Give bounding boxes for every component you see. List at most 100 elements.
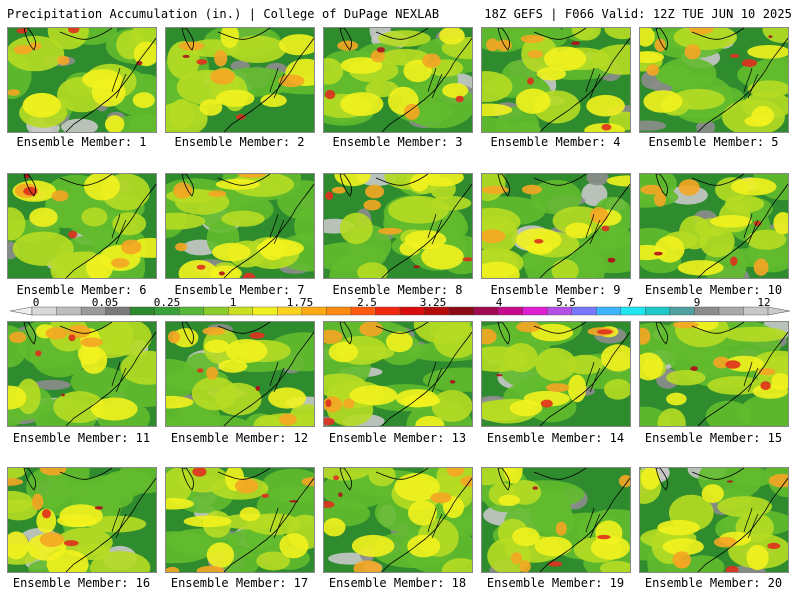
colorbar-tick-label: 0 xyxy=(32,296,40,309)
ensemble-map-17 xyxy=(165,467,315,573)
precip-field xyxy=(8,174,156,278)
colorbar-tick-label: 12 xyxy=(757,296,771,309)
precip-field xyxy=(482,322,630,426)
valid-time: 18Z GEFS | F066 Valid: 12Z TUE JUN 10 20… xyxy=(484,7,792,21)
great-lakes-outline xyxy=(655,28,745,51)
member-label: Ensemble Member: 7 xyxy=(174,283,305,297)
precip-field xyxy=(482,28,630,132)
great-lakes-outline xyxy=(23,468,113,491)
great-lakes-outline xyxy=(23,174,113,197)
member-label: Ensemble Member: 12 xyxy=(170,431,309,445)
member-label: Ensemble Member: 18 xyxy=(328,576,467,590)
member-label: Ensemble Member: 5 xyxy=(648,135,779,149)
chesapeake-bay-outline xyxy=(585,507,601,539)
coastline xyxy=(697,331,788,426)
colorbar-right-arrow xyxy=(767,306,791,316)
ensemble-map-18 xyxy=(323,467,473,573)
ensemble-map-13 xyxy=(323,321,473,427)
great-lakes-outline xyxy=(339,174,429,197)
chesapeake-bay-outline xyxy=(269,67,285,99)
member-label: Ensemble Member: 6 xyxy=(16,283,147,297)
member-label: Ensemble Member: 3 xyxy=(332,135,463,149)
ensemble-map-1 xyxy=(7,27,157,133)
colorbar-left-arrow xyxy=(9,306,33,316)
member-label: Ensemble Member: 14 xyxy=(486,431,625,445)
ensemble-map-15 xyxy=(639,321,789,427)
colorbar-swatch xyxy=(252,306,278,316)
great-lakes-outline xyxy=(339,322,429,345)
chesapeake-bay-outline xyxy=(111,67,127,99)
coastline xyxy=(223,183,314,278)
ensemble-map-7 xyxy=(165,173,315,279)
chesapeake-bay-outline xyxy=(585,213,601,245)
colorbar-swatch xyxy=(203,306,229,316)
member-label: Ensemble Member: 11 xyxy=(12,431,151,445)
great-lakes-outline xyxy=(181,174,271,197)
coastline xyxy=(697,183,788,278)
coastline xyxy=(381,331,472,426)
colorbar-tick-label: 1.75 xyxy=(286,296,314,309)
colorbar-tick-label: 0.25 xyxy=(153,296,181,309)
coastline xyxy=(697,477,788,572)
great-lakes-outline xyxy=(655,468,745,491)
great-lakes-outline xyxy=(181,468,271,491)
member-label: Ensemble Member: 10 xyxy=(644,283,783,297)
precip-field xyxy=(324,174,472,278)
ensemble-map-3 xyxy=(323,27,473,133)
colorbar-swatch xyxy=(448,306,475,316)
colorbar-tick-label: 7 xyxy=(626,296,634,309)
ensemble-map-2 xyxy=(165,27,315,133)
coastline xyxy=(539,331,630,426)
ensemble-map-11 xyxy=(7,321,157,427)
colorbar-swatch xyxy=(178,306,205,316)
chesapeake-bay-outline xyxy=(585,67,601,99)
colorbar-swatch xyxy=(326,306,352,316)
chesapeake-bay-outline xyxy=(427,507,443,539)
ensemble-map-6 xyxy=(7,173,157,279)
ensemble-map-14 xyxy=(481,321,631,427)
ensemble-map-9 xyxy=(481,173,631,279)
ensemble-map-20 xyxy=(639,467,789,573)
member-label: Ensemble Member: 20 xyxy=(644,576,783,590)
precip-field xyxy=(640,468,788,572)
member-label: Ensemble Member: 16 xyxy=(12,576,151,590)
precip-field xyxy=(8,468,156,572)
colorbar-swatch xyxy=(56,306,82,316)
coastline xyxy=(539,183,630,278)
precip-field xyxy=(324,322,472,426)
chesapeake-bay-outline xyxy=(743,507,759,539)
ensemble-map-16 xyxy=(7,467,157,573)
precip-field xyxy=(324,28,472,132)
colorbar xyxy=(9,306,791,316)
precip-field xyxy=(166,174,314,278)
colorbar-tick-label: 2.5 xyxy=(357,296,377,309)
chesapeake-bay-outline xyxy=(743,361,759,393)
coastline xyxy=(65,331,156,426)
precip-field xyxy=(482,468,630,572)
coastline xyxy=(223,37,314,132)
ensemble-map-10 xyxy=(639,173,789,279)
ensemble-map-4 xyxy=(481,27,631,133)
coastline xyxy=(65,477,156,572)
precip-field xyxy=(166,28,314,132)
great-lakes-outline xyxy=(655,322,745,345)
great-lakes-outline xyxy=(497,28,587,51)
chesapeake-bay-outline xyxy=(743,67,759,99)
precip-field xyxy=(166,468,314,572)
precip-field xyxy=(640,174,788,278)
colorbar-swatch xyxy=(129,306,156,316)
colorbar-swatch xyxy=(718,306,744,316)
colorbar-swatch xyxy=(596,306,622,316)
coastline xyxy=(381,183,472,278)
chesapeake-bay-outline xyxy=(111,507,127,539)
chesapeake-bay-outline xyxy=(269,507,285,539)
chesapeake-bay-outline xyxy=(269,213,285,245)
chesapeake-bay-outline xyxy=(427,361,443,393)
great-lakes-outline xyxy=(497,174,587,197)
coastline xyxy=(539,37,630,132)
member-label: Ensemble Member: 19 xyxy=(486,576,625,590)
ensemble-map-12 xyxy=(165,321,315,427)
coastline xyxy=(381,37,472,132)
precip-field xyxy=(324,468,472,572)
colorbar-tick-label: 9 xyxy=(693,296,701,309)
